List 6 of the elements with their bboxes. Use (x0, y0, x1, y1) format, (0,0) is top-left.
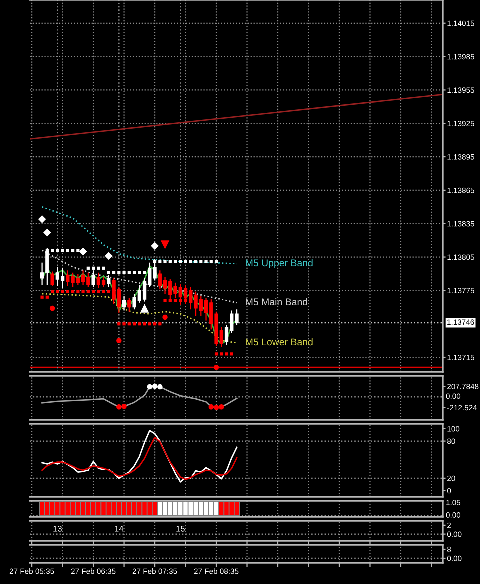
x2-tick-label: 15 (176, 526, 185, 532)
series-label: M5 Upper Band (246, 259, 313, 268)
series-label: M5 Lower Band (246, 338, 313, 346)
series-label: M5 Main Band (246, 298, 308, 306)
x2-tick-label: 13 (54, 526, 62, 532)
x2-tick-label: 14 (115, 526, 124, 532)
